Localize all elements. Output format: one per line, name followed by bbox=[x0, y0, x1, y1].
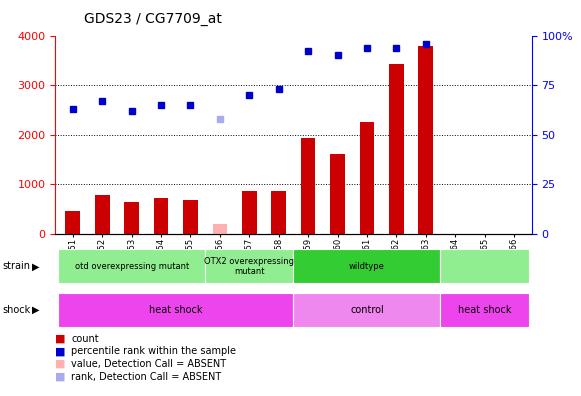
Text: ▶: ▶ bbox=[32, 261, 40, 271]
Text: wildtype: wildtype bbox=[349, 262, 385, 271]
Bar bbox=[330, 154, 345, 234]
Bar bbox=[183, 200, 198, 234]
Bar bbox=[95, 195, 110, 234]
Bar bbox=[360, 122, 374, 234]
Text: control: control bbox=[350, 305, 384, 315]
Text: heat shock: heat shock bbox=[458, 305, 511, 315]
Bar bbox=[301, 138, 315, 234]
Text: ■: ■ bbox=[55, 333, 66, 344]
Text: otd overexpressing mutant: otd overexpressing mutant bbox=[74, 262, 189, 271]
Text: count: count bbox=[71, 333, 99, 344]
Bar bbox=[205, 249, 293, 283]
Bar bbox=[418, 46, 433, 234]
Text: ■: ■ bbox=[55, 371, 66, 382]
Bar bbox=[440, 249, 529, 283]
Text: value, Detection Call = ABSENT: value, Detection Call = ABSENT bbox=[71, 359, 227, 369]
Bar bbox=[440, 293, 529, 327]
Text: GDS23 / CG7709_at: GDS23 / CG7709_at bbox=[84, 12, 222, 26]
Bar bbox=[66, 211, 80, 234]
Bar bbox=[242, 191, 257, 234]
Bar bbox=[213, 224, 227, 234]
Bar bbox=[154, 198, 168, 234]
Text: strain: strain bbox=[3, 261, 31, 271]
Bar bbox=[293, 293, 440, 327]
Text: ■: ■ bbox=[55, 346, 66, 356]
Bar bbox=[271, 190, 286, 234]
Text: heat shock: heat shock bbox=[149, 305, 203, 315]
Text: shock: shock bbox=[3, 305, 31, 315]
Bar bbox=[293, 249, 440, 283]
Text: OTX2 overexpressing
mutant: OTX2 overexpressing mutant bbox=[205, 257, 295, 276]
Bar bbox=[58, 249, 205, 283]
Bar bbox=[389, 64, 404, 234]
Text: ▶: ▶ bbox=[32, 305, 40, 315]
Bar bbox=[58, 293, 293, 327]
Bar bbox=[124, 202, 139, 234]
Text: percentile rank within the sample: percentile rank within the sample bbox=[71, 346, 236, 356]
Text: ■: ■ bbox=[55, 359, 66, 369]
Text: rank, Detection Call = ABSENT: rank, Detection Call = ABSENT bbox=[71, 371, 222, 382]
